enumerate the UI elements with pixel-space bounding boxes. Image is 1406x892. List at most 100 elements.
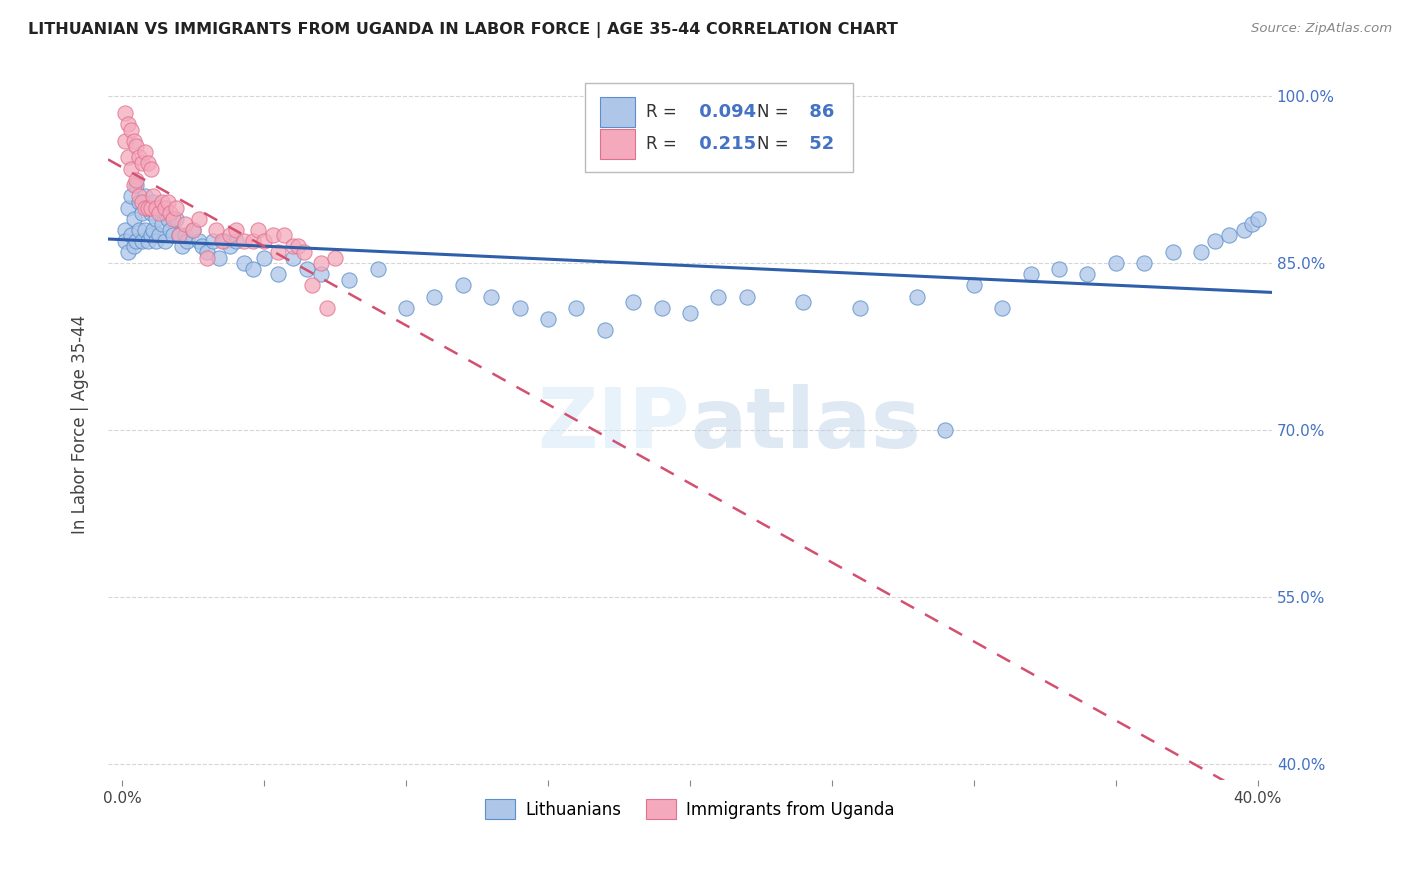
Point	[205, 223, 228, 237]
Point	[621, 295, 644, 310]
Point	[273, 228, 295, 243]
Point	[131, 234, 153, 248]
Point	[593, 323, 616, 337]
Point	[148, 201, 170, 215]
Point	[150, 194, 173, 209]
Point	[125, 234, 148, 248]
Point	[367, 261, 389, 276]
Point	[792, 295, 814, 310]
Point	[120, 189, 142, 203]
Text: Source: ZipAtlas.com: Source: ZipAtlas.com	[1251, 22, 1392, 36]
Text: N =: N =	[758, 103, 789, 121]
FancyBboxPatch shape	[600, 97, 636, 127]
Point	[176, 234, 198, 248]
Point	[195, 251, 218, 265]
Point	[301, 278, 323, 293]
Point	[225, 223, 247, 237]
Text: 86: 86	[803, 103, 834, 121]
Point	[233, 234, 256, 248]
Point	[219, 239, 242, 253]
Point	[156, 194, 179, 209]
Text: 52: 52	[803, 135, 834, 153]
Point	[295, 261, 318, 276]
Point	[128, 189, 150, 203]
Point	[125, 178, 148, 193]
Point	[651, 301, 673, 315]
Point	[707, 289, 730, 303]
Point	[145, 211, 167, 226]
Point	[142, 194, 165, 209]
Point	[287, 239, 309, 253]
Point	[242, 234, 264, 248]
Point	[156, 211, 179, 226]
Point	[150, 217, 173, 231]
Point	[1019, 267, 1042, 281]
Point	[145, 201, 167, 215]
Point	[142, 189, 165, 203]
Point	[148, 228, 170, 243]
Point	[134, 201, 156, 215]
Point	[202, 234, 225, 248]
Text: ZIP: ZIP	[537, 384, 690, 465]
Point	[1218, 228, 1240, 243]
Point	[190, 239, 212, 253]
Point	[128, 151, 150, 165]
Text: R =: R =	[645, 103, 676, 121]
Point	[208, 251, 231, 265]
Point	[963, 278, 986, 293]
Point	[423, 289, 446, 303]
Y-axis label: In Labor Force | Age 35-44: In Labor Force | Age 35-44	[72, 315, 89, 534]
Point	[479, 289, 502, 303]
Point	[131, 206, 153, 220]
FancyBboxPatch shape	[585, 83, 853, 172]
Point	[153, 201, 176, 215]
Point	[1189, 245, 1212, 260]
Point	[122, 211, 145, 226]
Point	[1247, 211, 1270, 226]
Point	[114, 106, 136, 120]
Point	[934, 423, 956, 437]
Point	[153, 234, 176, 248]
Point	[537, 311, 560, 326]
Point	[451, 278, 474, 293]
Point	[134, 189, 156, 203]
Point	[120, 161, 142, 176]
Point	[128, 223, 150, 237]
Point	[165, 201, 187, 215]
Point	[162, 228, 184, 243]
Point	[1133, 256, 1156, 270]
Point	[114, 134, 136, 148]
Point	[735, 289, 758, 303]
Point	[181, 223, 204, 237]
Point	[309, 256, 332, 270]
Point	[114, 223, 136, 237]
Text: 0.215: 0.215	[693, 135, 756, 153]
Point	[139, 161, 162, 176]
Text: LITHUANIAN VS IMMIGRANTS FROM UGANDA IN LABOR FORCE | AGE 35-44 CORRELATION CHAR: LITHUANIAN VS IMMIGRANTS FROM UGANDA IN …	[28, 22, 898, 38]
Point	[267, 267, 290, 281]
Point	[281, 251, 304, 265]
Text: N =: N =	[758, 135, 789, 153]
Point	[120, 122, 142, 136]
Point	[131, 156, 153, 170]
Point	[173, 228, 195, 243]
Point	[242, 261, 264, 276]
Point	[122, 134, 145, 148]
Point	[134, 223, 156, 237]
Point	[117, 245, 139, 260]
Point	[195, 245, 218, 260]
Point	[139, 206, 162, 220]
Point	[1105, 256, 1128, 270]
Point	[849, 301, 872, 315]
Point	[211, 234, 233, 248]
Point	[167, 228, 190, 243]
Point	[395, 301, 418, 315]
Point	[1076, 267, 1098, 281]
Point	[136, 201, 159, 215]
Point	[262, 228, 284, 243]
Point	[139, 228, 162, 243]
Point	[1204, 234, 1226, 248]
Point	[309, 267, 332, 281]
Point	[281, 239, 304, 253]
Point	[125, 139, 148, 153]
